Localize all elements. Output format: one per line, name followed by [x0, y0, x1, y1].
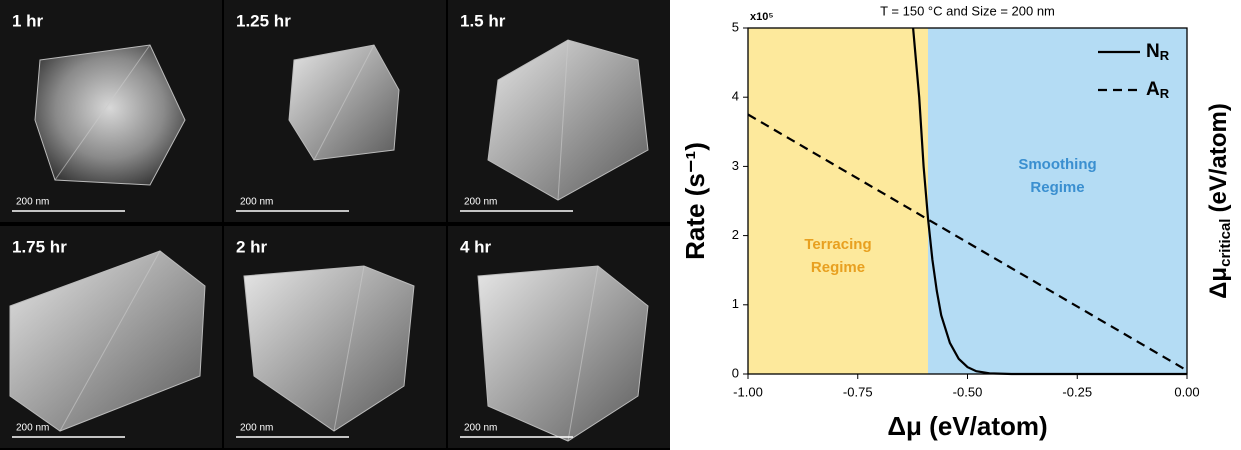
panel-label: 2 hr: [236, 237, 268, 256]
chart-title: T = 150 °C and Size = 200 nm: [880, 3, 1055, 18]
region: [748, 28, 928, 374]
region-label: Smoothing: [1018, 156, 1096, 173]
panel-label: 4 hr: [460, 237, 492, 256]
region-label: Regime: [1030, 179, 1084, 196]
y2-symbol: Δμ: [1205, 267, 1232, 299]
sem-panel: 1.25 hr 200 nm: [224, 0, 446, 222]
y-tick-label: 4: [732, 89, 739, 104]
panel-label: 1.75 hr: [12, 237, 67, 256]
scale-label: 200 nm: [464, 423, 497, 434]
legend-name: A: [1146, 79, 1160, 100]
panel-label: 1.25 hr: [236, 11, 291, 30]
sem-panel: 2 hr 200 nm: [224, 226, 446, 448]
scale-label: 200 nm: [16, 197, 49, 208]
y2-axis-label: Δμcritical (eV/atom): [1205, 103, 1234, 299]
scale-label: 200 nm: [464, 197, 497, 208]
y-tick-label: 2: [732, 227, 739, 242]
y-tick-label: 0: [732, 365, 739, 380]
panel-label: 1.5 hr: [460, 11, 506, 30]
region-label: Terracing: [804, 236, 871, 253]
x-tick-label: -0.75: [843, 384, 873, 399]
y2-unit: (eV/atom): [1205, 103, 1232, 212]
figure: 1 hr200 nm1.25 hr200 nm1.5 hr200 nm1.75 …: [0, 0, 1241, 450]
x-tick-label: 0.00: [1174, 384, 1199, 399]
sem-panel: 1 hr 200 nm: [0, 0, 222, 222]
chart: Terracing Regime Smoothing Regime -1.00 -0.75…: [680, 3, 1234, 440]
region-label: Regime: [811, 259, 865, 276]
y-tick-label: 3: [732, 158, 739, 173]
y-tick-label: 5: [732, 19, 739, 34]
sem-panel: 1.75 hr 200 nm: [0, 226, 222, 448]
y-axis-label: Rate (s⁻¹): [680, 142, 710, 260]
legend-name: N: [1146, 41, 1160, 62]
legend-subscript: R: [1160, 86, 1170, 101]
scale-label: 200 nm: [240, 197, 273, 208]
y-multiplier: x10⁵: [750, 11, 774, 23]
x-tick-label: -0.50: [953, 384, 983, 399]
x-tick-label: -1.00: [733, 384, 763, 399]
sem-panel: 4 hr 200 nm: [448, 226, 670, 448]
panel-label: 1 hr: [12, 11, 44, 30]
y-tick-label: 1: [732, 296, 739, 311]
scale-label: 200 nm: [16, 423, 49, 434]
sem-panel: 1.5 hr 200 nm: [448, 0, 670, 222]
x-tick-label: -0.25: [1062, 384, 1092, 399]
scale-label: 200 nm: [240, 423, 273, 434]
legend-subscript: R: [1160, 48, 1170, 63]
y2-subscript: critical: [1217, 219, 1234, 267]
x-axis-label: Δμ (eV/atom): [887, 411, 1047, 441]
